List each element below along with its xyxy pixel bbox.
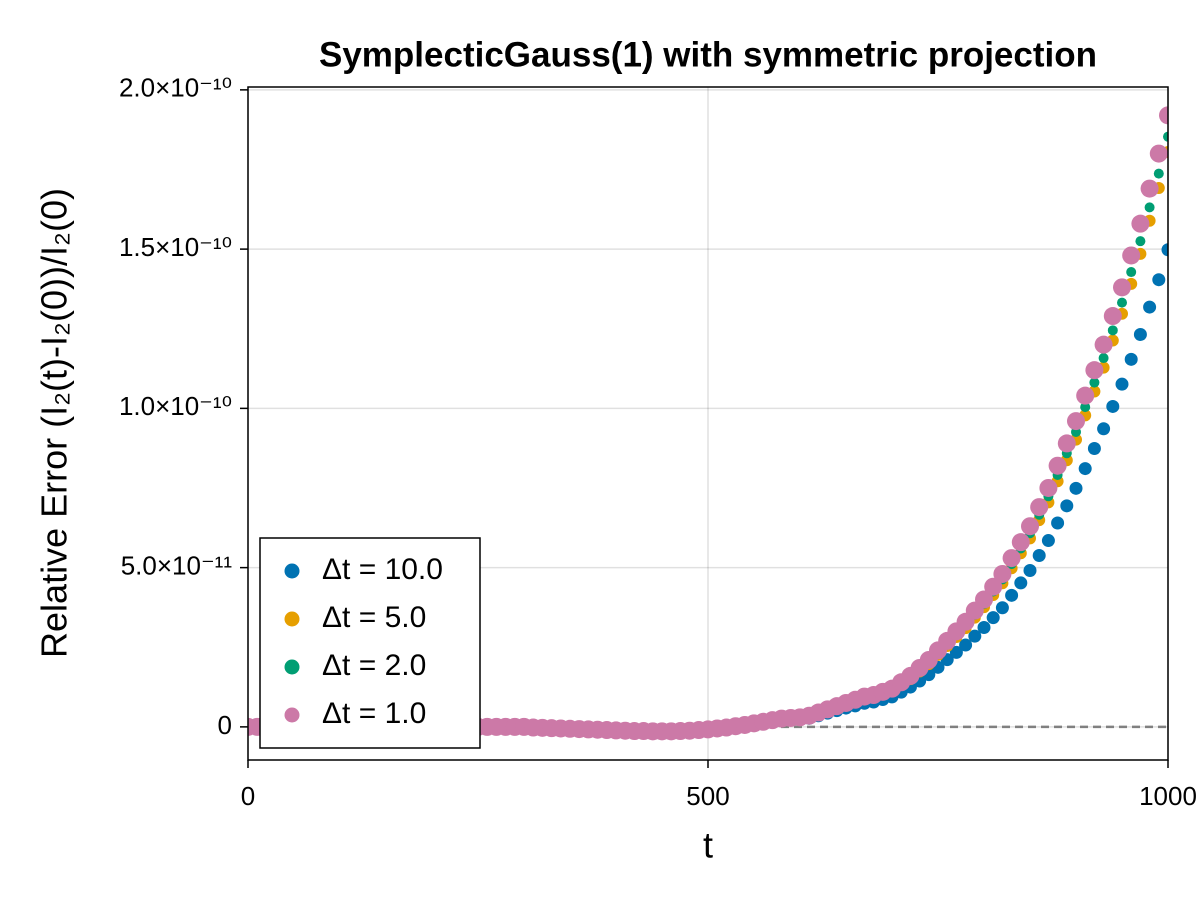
point [1032, 549, 1046, 563]
point [1041, 534, 1055, 548]
point [1124, 352, 1138, 366]
y-tick-label: 1.5×10⁻¹⁰ [119, 232, 232, 262]
point [1094, 335, 1113, 354]
point [1076, 386, 1095, 405]
legend-label: Δt = 10.0 [322, 553, 443, 586]
point [1048, 456, 1067, 475]
point [1115, 377, 1129, 391]
legend-label: Δt = 2.0 [322, 649, 426, 682]
x-axis-label: t [703, 825, 713, 866]
x-tick-label: 0 [241, 781, 255, 811]
x-tick-label: 500 [686, 781, 729, 811]
point [959, 638, 973, 652]
point [1085, 361, 1104, 380]
y-tick-label: 1.0×10⁻¹⁰ [119, 391, 232, 421]
point [1067, 412, 1085, 431]
point [1023, 563, 1037, 577]
point [1039, 478, 1058, 497]
point [1002, 549, 1021, 568]
point [1144, 202, 1155, 213]
point [986, 611, 1000, 625]
point [1021, 517, 1039, 536]
y-tick-label: 0 [218, 710, 232, 740]
point [1152, 273, 1166, 287]
point [1107, 325, 1118, 336]
point [1106, 399, 1120, 413]
ticks: 0 500 1000 0 5.0×10⁻¹¹ 1.0×10⁻¹⁰ 1.5×10⁻¹⁰ 2.0×… [119, 73, 1197, 811]
legend: Δt = 10.0 Δt = 5.0 Δt = 2.0 Δt = 1.0 [259, 537, 481, 749]
point [1126, 267, 1137, 278]
legend-label: Δt = 5.0 [322, 601, 426, 634]
y-axis-label: Relative Error (I₂(t)-I₂(0))/I₂(0) [34, 188, 75, 658]
point [1113, 278, 1131, 297]
point [1117, 297, 1127, 308]
point [1133, 327, 1147, 341]
point [1011, 533, 1030, 552]
point [1078, 462, 1092, 476]
point [1069, 481, 1083, 495]
point [1131, 214, 1150, 233]
point [1135, 236, 1146, 247]
point [1014, 576, 1028, 590]
legend-marker [284, 707, 300, 723]
point [1149, 144, 1168, 163]
point [1005, 588, 1019, 602]
point [968, 629, 982, 643]
legend-marker [284, 611, 300, 627]
point [949, 645, 963, 659]
point [995, 601, 1009, 615]
point [1103, 307, 1122, 326]
point [975, 590, 993, 609]
legend-label: Δt = 1.0 [322, 697, 426, 730]
x-tick-label: 1000 [1139, 781, 1197, 811]
point [1140, 179, 1159, 198]
point [1143, 300, 1157, 314]
point [1060, 499, 1074, 513]
point [1122, 246, 1141, 265]
y-tick-label: 2.0×10⁻¹⁰ [119, 73, 232, 103]
point [984, 577, 1003, 596]
legend-marker [284, 563, 300, 579]
chart-title: SymplecticGauss(1) with symmetric projec… [319, 35, 1097, 74]
point [1057, 434, 1076, 453]
point [1087, 442, 1101, 456]
point [1089, 377, 1100, 388]
point [1097, 422, 1111, 436]
point [1163, 131, 1168, 142]
point [1159, 106, 1168, 125]
legend-marker [284, 659, 300, 675]
point [1098, 353, 1109, 364]
point [1153, 168, 1164, 179]
point [993, 564, 1012, 583]
point [1161, 243, 1168, 257]
point [1080, 402, 1091, 413]
point [1051, 516, 1065, 530]
point [977, 621, 991, 635]
point [1030, 498, 1049, 517]
y-tick-label: 5.0×10⁻¹¹ [121, 550, 233, 580]
